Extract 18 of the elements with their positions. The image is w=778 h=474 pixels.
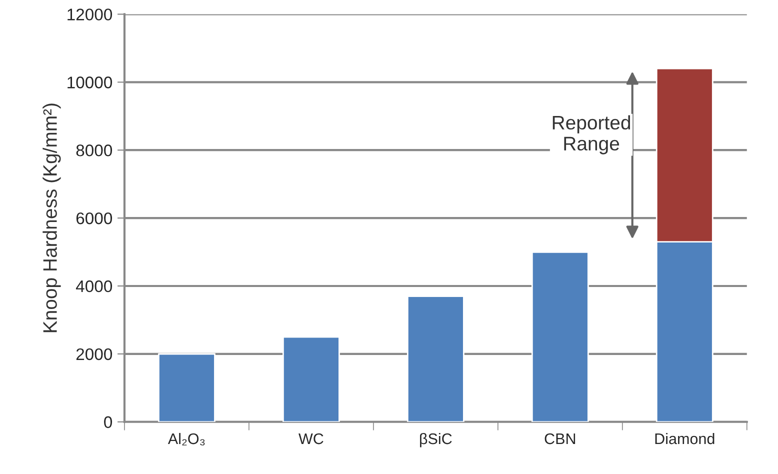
- y-tick-label: 6000: [76, 212, 112, 224]
- x-tick-label: Diamond: [655, 432, 714, 444]
- bar: [406, 295, 464, 422]
- bar: [282, 336, 340, 422]
- y-tick-label: 2000: [76, 348, 112, 360]
- bar: [158, 353, 216, 422]
- bar: [531, 251, 589, 422]
- y-axis-title: Knoop Hardness (Kg/mm²): [42, 104, 61, 332]
- x-tick-label: WC: [298, 433, 324, 444]
- y-tick-label: 10000: [68, 76, 112, 88]
- x-tick-label: Al₂O₃: [168, 432, 205, 446]
- y-tick-label: 8000: [76, 144, 112, 156]
- x-tick-label: βSiC: [420, 432, 452, 448]
- y-tick-label: 4000: [76, 280, 112, 292]
- x-tick-label: CBN: [544, 433, 576, 444]
- annotation: Reported Range: [552, 115, 630, 154]
- y-tick-label: 12000: [68, 8, 112, 20]
- y-tick-label: 0: [104, 416, 112, 428]
